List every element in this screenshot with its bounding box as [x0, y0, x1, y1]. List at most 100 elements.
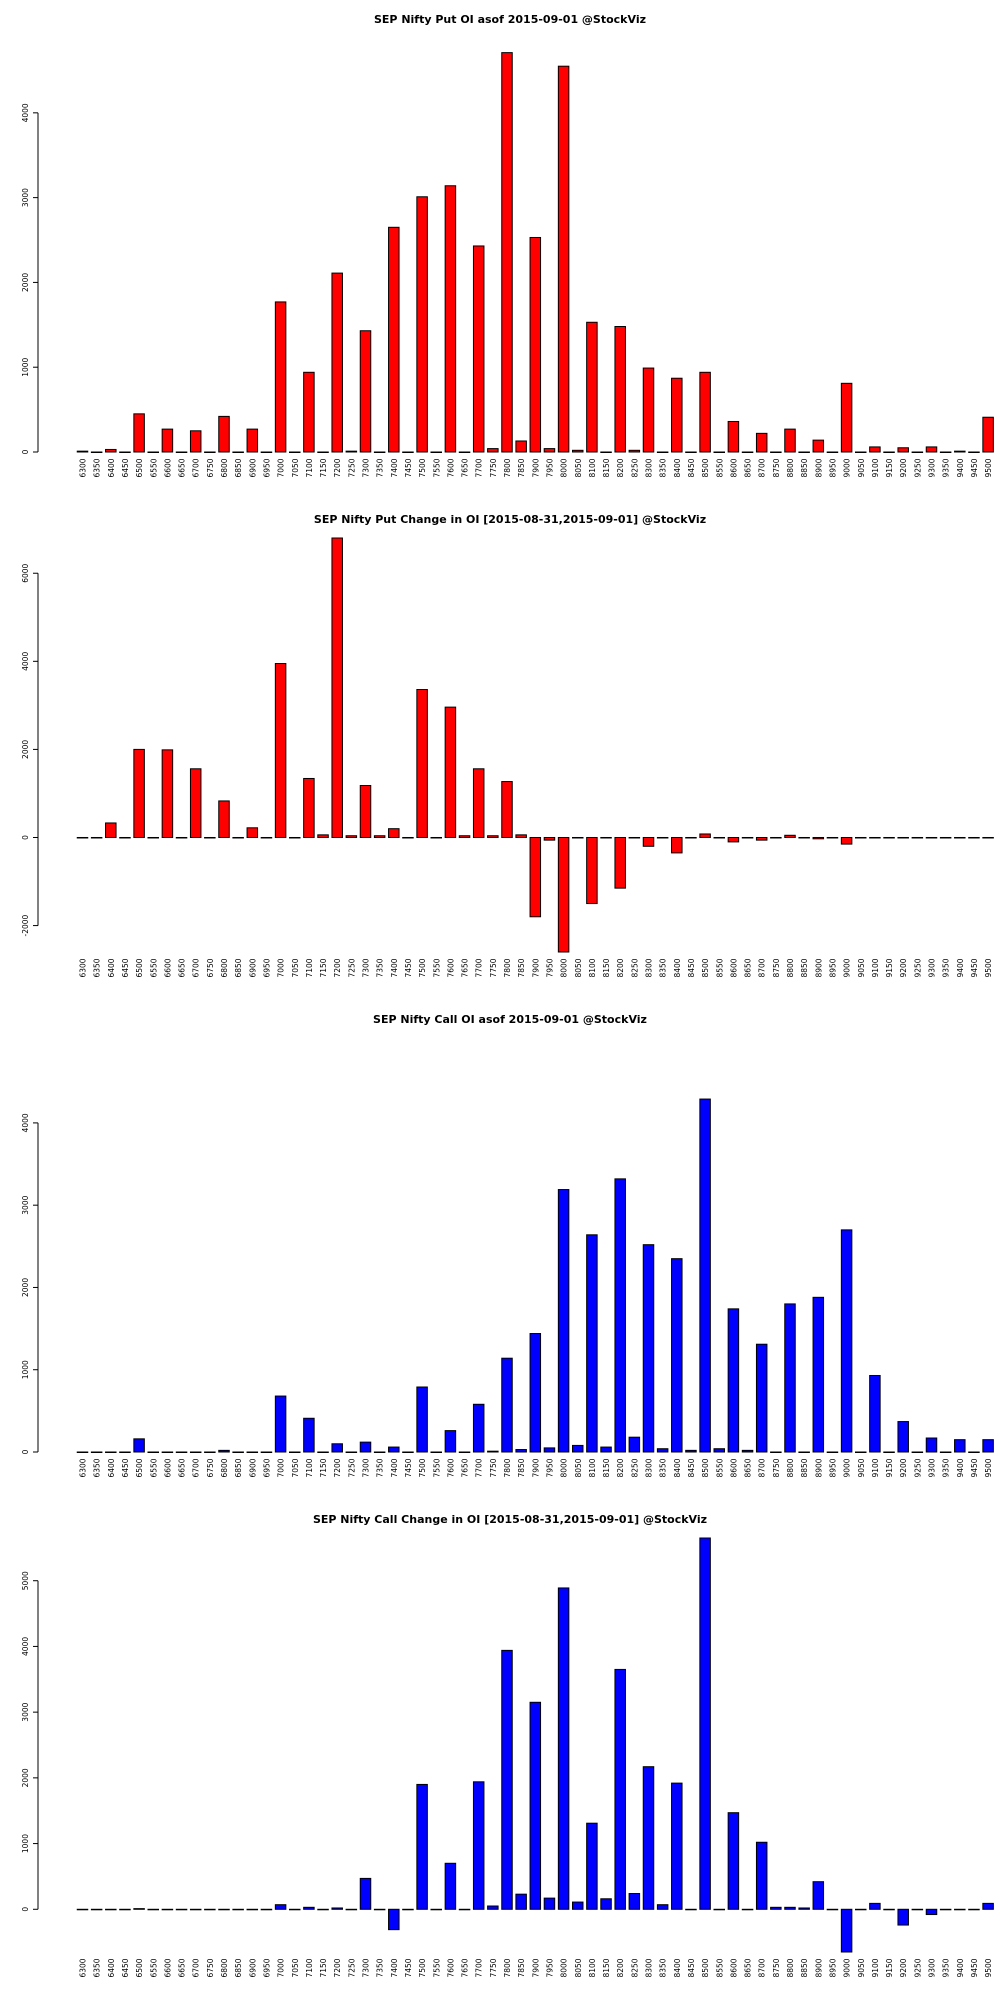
x-tick-label: 6350 — [93, 958, 102, 977]
x-tick-label: 7450 — [404, 458, 413, 477]
bar-7100 — [303, 777, 315, 838]
x-tick-label: 8350 — [659, 958, 668, 977]
bar-8650 — [741, 451, 754, 453]
put-oi-chart: SEP Nifty Put OI asof 2015-09-01 @StockV… — [0, 0, 1000, 500]
x-tick-label: 6450 — [121, 958, 130, 977]
bar-8900 — [812, 836, 825, 840]
bar-9200 — [897, 1908, 909, 1926]
x-tick-label: 8600 — [729, 1958, 738, 1977]
bar-8350 — [656, 451, 669, 453]
x-tick-label: 7800 — [503, 1958, 512, 1977]
x-tick-label: 7250 — [347, 1458, 356, 1477]
x-tick-label: 6800 — [220, 1958, 229, 1977]
x-tick-label: 6500 — [135, 1958, 144, 1977]
x-tick-label: 7150 — [319, 458, 328, 477]
bar-7400 — [388, 226, 400, 453]
bar-7700 — [472, 1403, 485, 1453]
bar-6450 — [119, 836, 131, 839]
bar-9150 — [883, 1908, 895, 1911]
bar-7300 — [359, 1877, 372, 1910]
bar-9000 — [840, 1908, 853, 1953]
bar-8900 — [812, 439, 825, 453]
bar-7850 — [515, 440, 527, 453]
bar-6350 — [90, 1908, 103, 1911]
bar-8700 — [755, 432, 768, 453]
bar-8550 — [713, 836, 725, 839]
bar-6800 — [218, 1908, 230, 1911]
bar-8400 — [671, 377, 683, 453]
x-tick-label: 8800 — [786, 958, 795, 977]
x-tick-label: 7350 — [376, 958, 385, 977]
x-tick-label: 9500 — [984, 1458, 993, 1477]
bar-9300 — [925, 1908, 938, 1916]
bar-8800 — [784, 428, 796, 453]
x-tick-label: 8850 — [800, 458, 809, 477]
x-tick-label: 9200 — [899, 458, 908, 477]
bar-6600 — [161, 428, 174, 453]
x-tick-label: 8250 — [630, 458, 639, 477]
x-tick-label: 7800 — [503, 1458, 512, 1477]
x-tick-label: 6850 — [234, 1958, 243, 1977]
bar-9400 — [954, 1908, 966, 1911]
bar-7450 — [402, 1908, 414, 1911]
x-tick-label: 7350 — [376, 458, 385, 477]
x-tick-label: 7600 — [446, 958, 455, 977]
x-tick-label: 6600 — [163, 458, 172, 477]
x-tick-label: 8300 — [645, 1458, 654, 1477]
bar-8950 — [826, 451, 839, 453]
bar-6700 — [189, 430, 202, 453]
x-tick-label: 6550 — [149, 958, 158, 977]
bar-9250 — [911, 836, 924, 839]
x-tick-label: 7450 — [404, 958, 413, 977]
x-tick-label: 8450 — [687, 458, 696, 477]
bar-7200 — [331, 1443, 343, 1453]
x-tick-label: 9200 — [899, 958, 908, 977]
x-tick-label: 8750 — [772, 458, 781, 477]
x-tick-label: 6800 — [220, 958, 229, 977]
x-tick-label: 8750 — [772, 1958, 781, 1977]
bar-7700 — [472, 1781, 485, 1910]
x-tick-label: 7500 — [418, 458, 427, 477]
bar-7600 — [444, 706, 457, 838]
x-tick-label: 6950 — [262, 1458, 271, 1477]
bar-6700 — [189, 1451, 202, 1453]
bar-7250 — [345, 835, 358, 838]
bar-6550 — [147, 836, 159, 839]
bar-8400 — [671, 1258, 683, 1453]
x-tick-label: 9300 — [928, 1458, 937, 1477]
y-tick-label: 2000 — [21, 740, 30, 759]
y-tick-label: 0 — [21, 449, 30, 454]
x-tick-label: 9000 — [843, 458, 852, 477]
x-tick-label: 9500 — [984, 458, 993, 477]
bar-7050 — [289, 1451, 301, 1453]
x-tick-label: 8450 — [687, 1458, 696, 1477]
x-tick-label: 7750 — [489, 1458, 498, 1477]
bar-6600 — [161, 749, 174, 838]
x-tick-label: 8300 — [645, 458, 654, 477]
y-tick-label: 4000 — [21, 652, 30, 671]
x-tick-label: 7500 — [418, 1458, 427, 1477]
bar-7100 — [303, 1906, 315, 1910]
x-tick-label: 7250 — [347, 1958, 356, 1977]
x-tick-label: 8650 — [744, 1458, 753, 1477]
chart-title: SEP Nifty Put Change in OI [2015-08-31,2… — [314, 513, 706, 526]
bar-9150 — [883, 1451, 895, 1453]
bar-8300 — [642, 1244, 655, 1453]
bar-7300 — [359, 1441, 372, 1453]
x-tick-label: 9400 — [956, 1458, 965, 1477]
x-tick-label: 7900 — [531, 458, 540, 477]
x-tick-label: 8100 — [588, 1958, 597, 1977]
bar-7800 — [501, 52, 513, 453]
x-tick-label: 7400 — [390, 458, 399, 477]
bar-8000 — [557, 65, 570, 453]
x-tick-label: 8550 — [715, 958, 724, 977]
bar-7650 — [458, 1908, 471, 1911]
x-tick-label: 8550 — [715, 458, 724, 477]
x-tick-label: 7050 — [291, 958, 300, 977]
x-tick-label: 8350 — [659, 458, 668, 477]
x-tick-label: 6950 — [262, 1958, 271, 1977]
bar-7550 — [430, 451, 442, 453]
x-tick-label: 6550 — [149, 1458, 158, 1477]
x-tick-label: 8850 — [800, 958, 809, 977]
x-tick-label: 7850 — [517, 958, 526, 977]
